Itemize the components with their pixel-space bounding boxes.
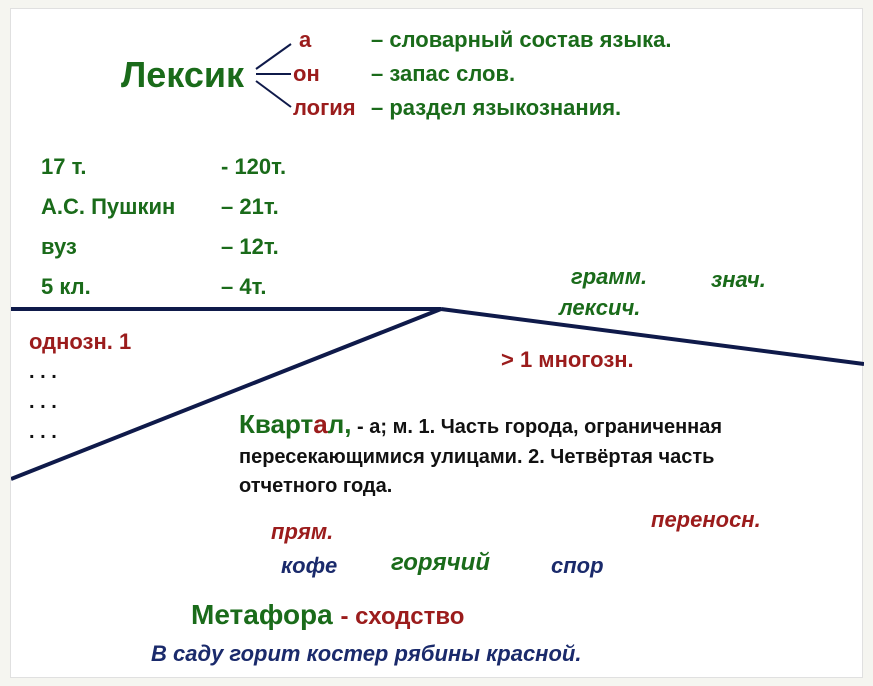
branch-suffix: логия <box>293 95 356 121</box>
meaning-multi: > 1 многозн. <box>501 347 634 373</box>
meaning-single: однозн. 1 <box>29 329 131 355</box>
quote-line: В саду горит костер рябины красной. <box>151 641 581 667</box>
stat-label: А.С. Пушкин <box>41 194 175 220</box>
stat-value: – 12т. <box>221 234 279 260</box>
branch-definition: – словарный состав языка. <box>371 27 672 53</box>
stat-label: вуз <box>41 234 77 260</box>
stat-value: – 21т. <box>221 194 279 220</box>
kvartal-line3: отчетного года. <box>239 475 839 498</box>
meaning-dot-row: . . . <box>29 421 57 444</box>
branch-definition: – раздел языкознания. <box>371 95 621 121</box>
metaphor-label: Метафора - сходство <box>191 599 464 631</box>
usage-word: спор <box>551 553 604 579</box>
branch-definition: – запас слов. <box>371 61 515 87</box>
branch-suffix: а <box>299 27 311 53</box>
meaning-dot-row: . . . <box>29 361 57 384</box>
root-word: Лексик <box>121 54 244 96</box>
kvartal-line2: пересекающимися улицами. 2. Четвёртая ча… <box>239 446 839 469</box>
branch-suffix: он <box>293 61 320 87</box>
stat-value: - 120т. <box>221 154 286 180</box>
definition-kvartal: Квартал, - а; м. 1. Часть города, ограни… <box>239 409 839 498</box>
right-pair-item: лексич. <box>559 295 640 321</box>
slide-canvas: Лексик а – словарный состав языка. он – зап… <box>10 8 863 678</box>
stat-label: 17 т. <box>41 154 87 180</box>
usage-label: прям. <box>271 519 333 545</box>
kvartal-line1: Квартал, - а; м. 1. Часть города, ограни… <box>239 409 839 440</box>
usage-label: переносн. <box>651 507 761 533</box>
right-pair-item: грамм. <box>571 264 647 290</box>
right-pair-item: знач. <box>711 267 766 293</box>
usage-word: горячий <box>391 549 490 577</box>
stat-value: – 4т. <box>221 274 267 300</box>
usage-word: кофе <box>281 553 337 579</box>
meaning-dot-row: . . . <box>29 391 57 414</box>
stat-label: 5 кл. <box>41 274 91 300</box>
